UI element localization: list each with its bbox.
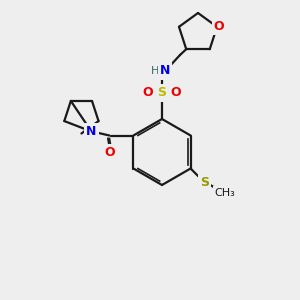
Text: N: N: [86, 125, 97, 138]
Text: N: N: [160, 64, 170, 77]
Text: CH₃: CH₃: [214, 188, 235, 197]
Text: O: O: [143, 86, 153, 100]
Text: O: O: [104, 146, 115, 159]
Text: O: O: [214, 20, 224, 33]
Text: S: S: [200, 176, 209, 189]
Text: H: H: [151, 66, 159, 76]
Text: S: S: [158, 86, 166, 100]
Text: O: O: [171, 86, 181, 100]
